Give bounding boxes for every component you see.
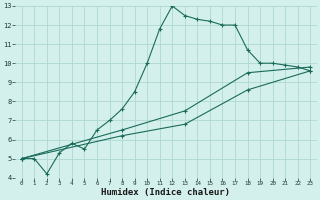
X-axis label: Humidex (Indice chaleur): Humidex (Indice chaleur) bbox=[101, 188, 230, 197]
